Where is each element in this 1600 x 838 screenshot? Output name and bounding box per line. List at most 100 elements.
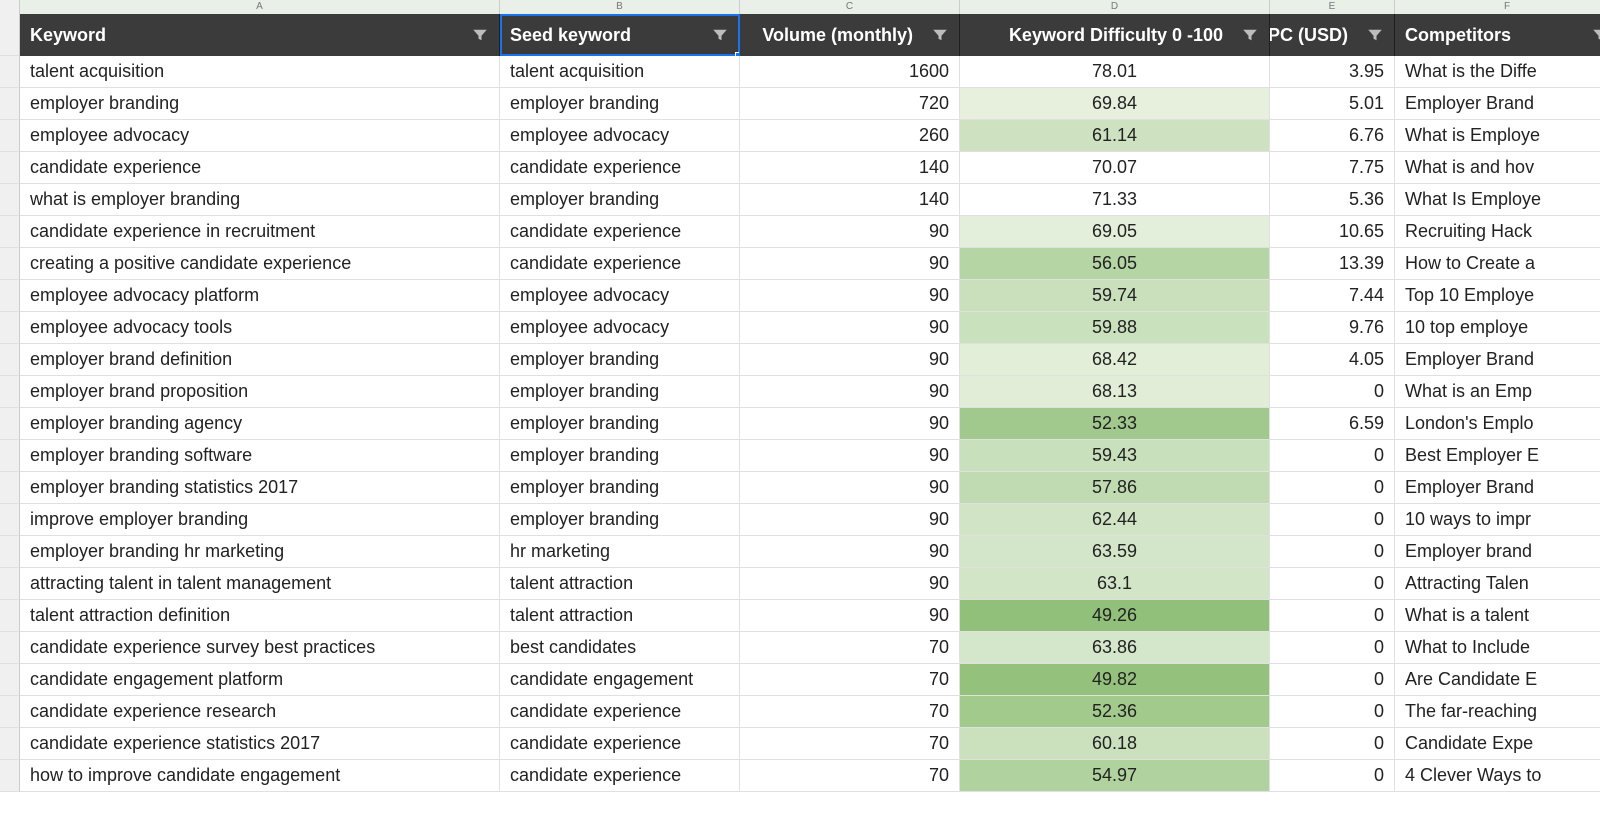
difficulty-cell[interactable]: 52.36 <box>960 696 1270 728</box>
volume-cell[interactable]: 70 <box>740 664 960 696</box>
filter-icon[interactable] <box>1358 26 1384 44</box>
competitor-cell[interactable]: Employer Brand <box>1395 472 1600 504</box>
volume-cell[interactable]: 90 <box>740 312 960 344</box>
volume-cell[interactable]: 1600 <box>740 56 960 88</box>
difficulty-cell[interactable]: 78.01 <box>960 56 1270 88</box>
header-keyword-difficulty-0-100[interactable]: Keyword Difficulty 0 -100 <box>960 14 1270 56</box>
filter-icon[interactable] <box>1233 26 1259 44</box>
header-competitors[interactable]: Competitors <box>1395 14 1600 56</box>
keyword-cell[interactable]: how to improve candidate engagement <box>20 760 500 792</box>
seed-cell[interactable]: employer branding <box>500 88 740 120</box>
keyword-cell[interactable]: what is employer branding <box>20 184 500 216</box>
seed-cell[interactable]: candidate experience <box>500 728 740 760</box>
row-gutter[interactable] <box>0 280 20 312</box>
difficulty-cell[interactable]: 52.33 <box>960 408 1270 440</box>
keyword-cell[interactable]: talent acquisition <box>20 56 500 88</box>
volume-cell[interactable]: 70 <box>740 760 960 792</box>
cpc-cell[interactable]: 10.65 <box>1270 216 1395 248</box>
cpc-cell[interactable]: 5.01 <box>1270 88 1395 120</box>
competitor-cell[interactable]: Attracting Talen <box>1395 568 1600 600</box>
row-gutter[interactable] <box>0 504 20 536</box>
difficulty-cell[interactable]: 59.74 <box>960 280 1270 312</box>
competitor-cell[interactable]: What is and hov <box>1395 152 1600 184</box>
competitor-cell[interactable]: Recruiting Hack <box>1395 216 1600 248</box>
keyword-cell[interactable]: employer branding statistics 2017 <box>20 472 500 504</box>
cpc-cell[interactable]: 5.36 <box>1270 184 1395 216</box>
row-gutter[interactable] <box>0 344 20 376</box>
volume-cell[interactable]: 70 <box>740 728 960 760</box>
competitor-cell[interactable]: Employer brand <box>1395 536 1600 568</box>
seed-cell[interactable]: candidate engagement <box>500 664 740 696</box>
cpc-cell[interactable]: 0 <box>1270 760 1395 792</box>
row-gutter[interactable] <box>0 632 20 664</box>
difficulty-cell[interactable]: 56.05 <box>960 248 1270 280</box>
row-gutter[interactable] <box>0 88 20 120</box>
volume-cell[interactable]: 90 <box>740 408 960 440</box>
seed-cell[interactable]: employer branding <box>500 504 740 536</box>
competitor-cell[interactable]: What is a talent <box>1395 600 1600 632</box>
cpc-cell[interactable]: 0 <box>1270 472 1395 504</box>
seed-cell[interactable]: employer branding <box>500 472 740 504</box>
keyword-cell[interactable]: employee advocacy <box>20 120 500 152</box>
keyword-cell[interactable]: candidate experience statistics 2017 <box>20 728 500 760</box>
header-volume-monthly-[interactable]: Volume (monthly) <box>740 14 960 56</box>
competitor-cell[interactable]: What is the Diffe <box>1395 56 1600 88</box>
competitor-cell[interactable]: What is an Emp <box>1395 376 1600 408</box>
seed-cell[interactable]: candidate experience <box>500 760 740 792</box>
volume-cell[interactable]: 90 <box>740 376 960 408</box>
filter-icon[interactable] <box>923 26 949 44</box>
row-gutter[interactable] <box>0 408 20 440</box>
row-gutter[interactable] <box>0 14 20 56</box>
row-gutter[interactable] <box>0 184 20 216</box>
seed-cell[interactable]: employer branding <box>500 184 740 216</box>
cpc-cell[interactable]: 4.05 <box>1270 344 1395 376</box>
keyword-cell[interactable]: improve employer branding <box>20 504 500 536</box>
seed-cell[interactable]: talent acquisition <box>500 56 740 88</box>
cpc-cell[interactable]: 0 <box>1270 600 1395 632</box>
competitor-cell[interactable]: What to Include <box>1395 632 1600 664</box>
header-cpc-usd-[interactable]: CPC (USD) <box>1270 14 1395 56</box>
difficulty-cell[interactable]: 63.1 <box>960 568 1270 600</box>
volume-cell[interactable]: 90 <box>740 280 960 312</box>
cpc-cell[interactable]: 0 <box>1270 504 1395 536</box>
row-gutter[interactable] <box>0 56 20 88</box>
seed-cell[interactable]: candidate experience <box>500 248 740 280</box>
difficulty-cell[interactable]: 57.86 <box>960 472 1270 504</box>
volume-cell[interactable]: 90 <box>740 216 960 248</box>
volume-cell[interactable]: 90 <box>740 600 960 632</box>
filter-icon[interactable] <box>703 26 729 44</box>
seed-cell[interactable]: candidate experience <box>500 216 740 248</box>
keyword-cell[interactable]: employer brand proposition <box>20 376 500 408</box>
volume-cell[interactable]: 140 <box>740 184 960 216</box>
volume-cell[interactable]: 90 <box>740 472 960 504</box>
competitor-cell[interactable]: 10 top employe <box>1395 312 1600 344</box>
seed-cell[interactable]: employee advocacy <box>500 120 740 152</box>
difficulty-cell[interactable]: 61.14 <box>960 120 1270 152</box>
seed-cell[interactable]: hr marketing <box>500 536 740 568</box>
cpc-cell[interactable]: 6.76 <box>1270 120 1395 152</box>
column-letter-E[interactable]: E <box>1270 0 1395 14</box>
filter-icon[interactable] <box>463 26 489 44</box>
volume-cell[interactable]: 70 <box>740 696 960 728</box>
seed-cell[interactable]: employer branding <box>500 440 740 472</box>
cpc-cell[interactable]: 7.44 <box>1270 280 1395 312</box>
difficulty-cell[interactable]: 68.13 <box>960 376 1270 408</box>
column-letter-A[interactable]: A <box>20 0 500 14</box>
competitor-cell[interactable]: London's Emplo <box>1395 408 1600 440</box>
cpc-cell[interactable]: 13.39 <box>1270 248 1395 280</box>
column-letter-C[interactable]: C <box>740 0 960 14</box>
seed-cell[interactable]: employer branding <box>500 344 740 376</box>
difficulty-cell[interactable]: 69.84 <box>960 88 1270 120</box>
column-letter-D[interactable]: D <box>960 0 1270 14</box>
row-gutter[interactable] <box>0 472 20 504</box>
header-keyword[interactable]: Keyword <box>20 14 500 56</box>
keyword-cell[interactable]: employer branding software <box>20 440 500 472</box>
row-gutter[interactable] <box>0 536 20 568</box>
difficulty-cell[interactable]: 62.44 <box>960 504 1270 536</box>
competitor-cell[interactable]: Employer Brand <box>1395 88 1600 120</box>
difficulty-cell[interactable]: 60.18 <box>960 728 1270 760</box>
cpc-cell[interactable]: 9.76 <box>1270 312 1395 344</box>
volume-cell[interactable]: 260 <box>740 120 960 152</box>
difficulty-cell[interactable]: 68.42 <box>960 344 1270 376</box>
row-gutter[interactable] <box>0 664 20 696</box>
